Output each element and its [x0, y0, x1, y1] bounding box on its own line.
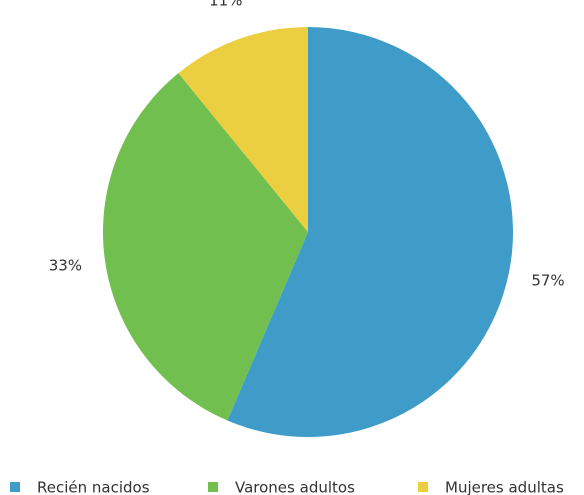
- legend-swatch: [208, 482, 218, 492]
- legend-label: Varones adultos: [235, 479, 355, 495]
- data-label: 11%: [209, 0, 242, 10]
- legend-label: Mujeres adultas: [445, 479, 564, 495]
- pie-slice: [178, 27, 308, 232]
- legend-swatch: [10, 482, 20, 492]
- data-label: 57%: [531, 272, 564, 290]
- data-label: 33%: [49, 257, 82, 275]
- legend-label: Recién nacidos: [37, 479, 150, 495]
- legend-swatch: [418, 482, 428, 492]
- pie-slice: [227, 27, 513, 437]
- pie-slice: [102, 73, 308, 421]
